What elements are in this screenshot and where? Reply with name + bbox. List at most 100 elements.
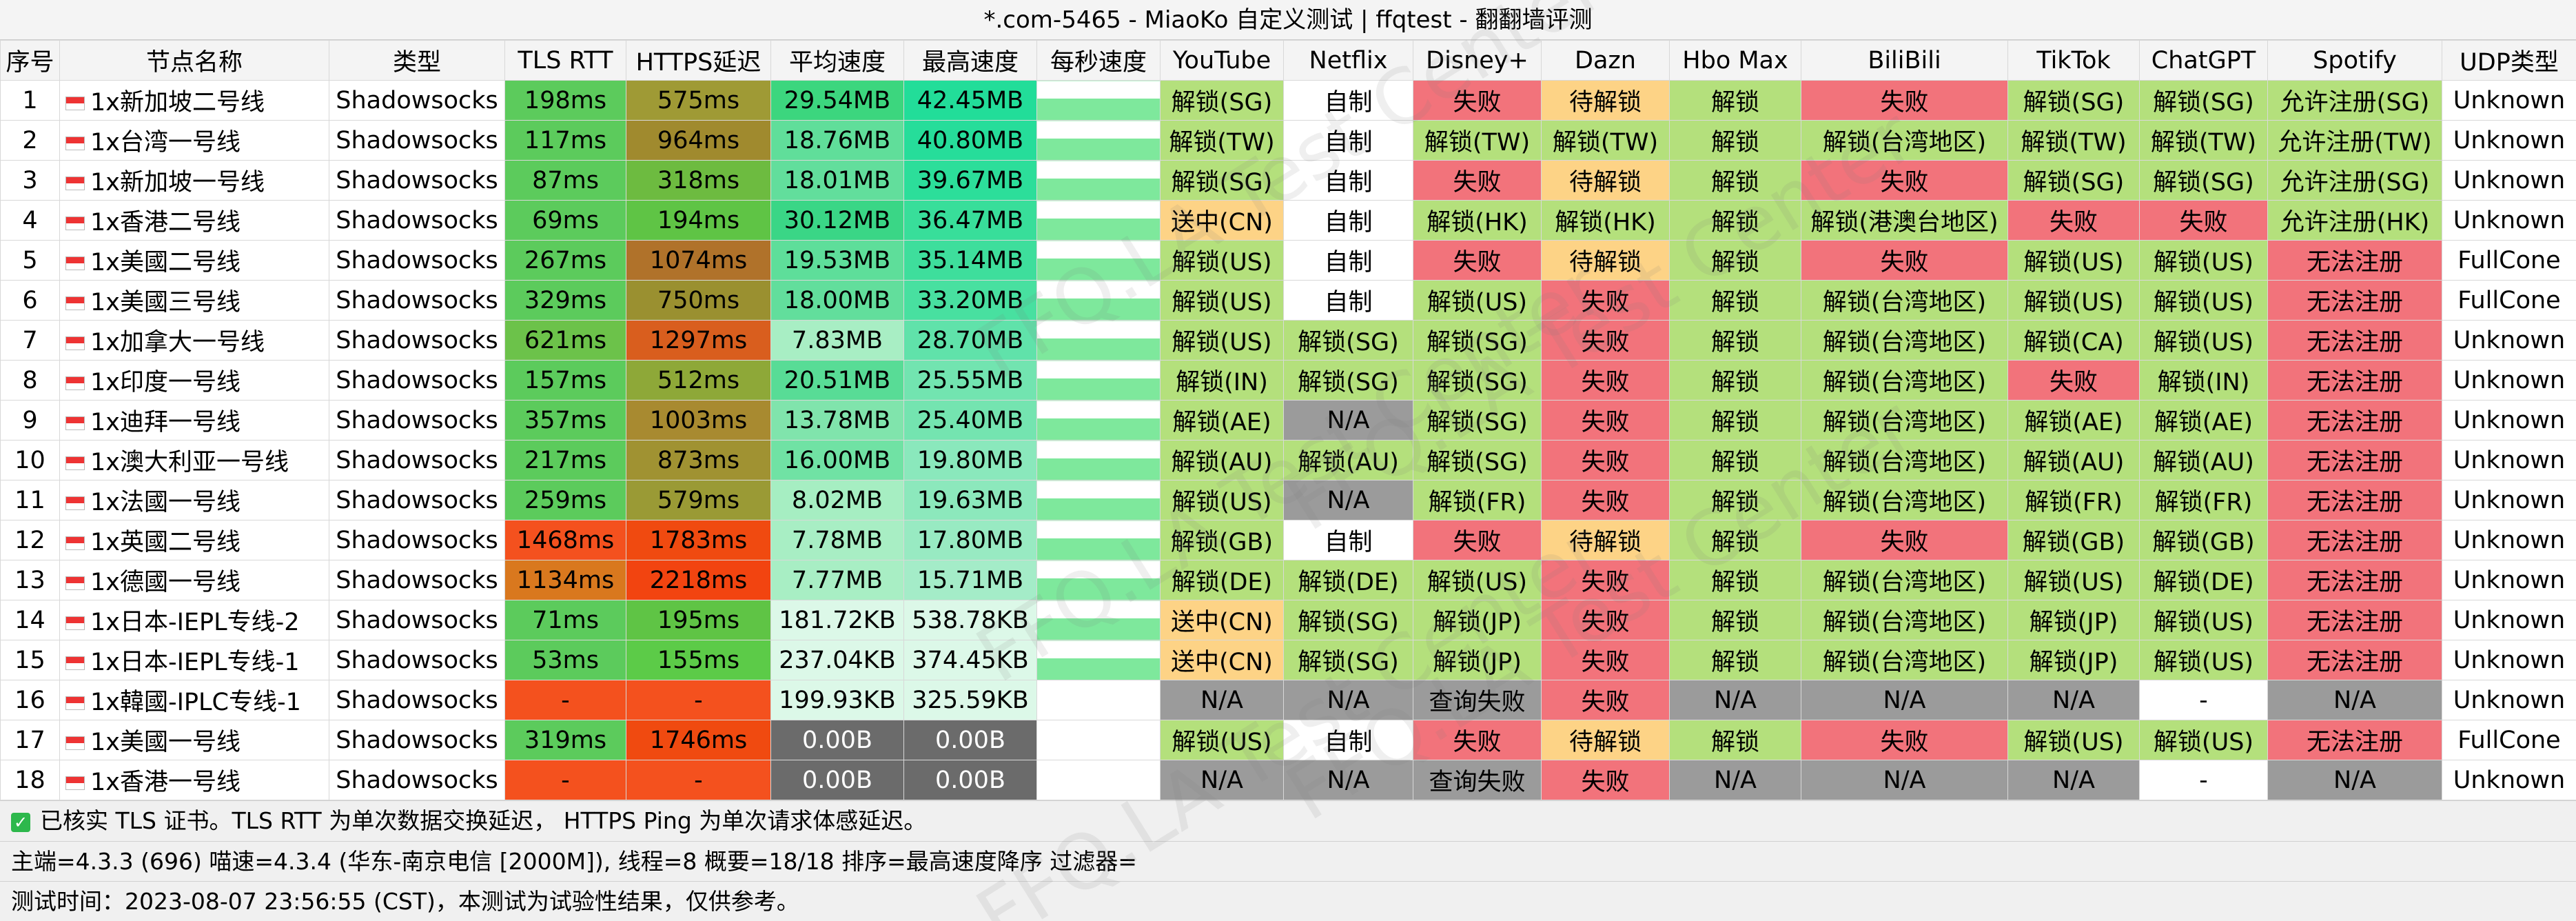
- cell-text: 873ms: [657, 446, 740, 474]
- table-cell: Shadowsocks: [329, 480, 505, 520]
- table-cell: 解锁(AU): [1160, 440, 1284, 480]
- cell-text: 17: [14, 726, 45, 754]
- cell-text: Shadowsocks: [336, 566, 498, 594]
- table-cell: 10: [0, 440, 60, 480]
- cell-text: 失败: [1581, 649, 1630, 676]
- flag-icon: [65, 656, 85, 670]
- cell-text: 374.45KB: [912, 646, 1029, 674]
- cell-text: 失败: [1453, 169, 1502, 196]
- cell-text: Shadowsocks: [336, 166, 498, 194]
- cell-text: 1x德國一号线: [90, 569, 241, 596]
- table-cell: 无法注册: [2267, 480, 2442, 520]
- cell-text: 失败: [1453, 529, 1502, 556]
- cell-text: 357ms: [524, 406, 607, 434]
- table-cell: 失败: [1541, 480, 1670, 520]
- table-cell: 1x德國一号线: [59, 560, 329, 600]
- table-cell: 解锁(FR): [2007, 480, 2140, 520]
- table-cell: 解锁(港澳台地区): [1801, 200, 2008, 241]
- table-cell: 1x日本-IEPL专线-2: [59, 600, 329, 640]
- flag-icon: [65, 736, 85, 750]
- table-cell: N/A: [1283, 680, 1413, 720]
- table-cell: 19.53MB: [770, 240, 904, 281]
- cell-text: Unknown: [2453, 486, 2566, 514]
- table-cell: Unknown: [2442, 440, 2576, 480]
- cell-text: 查询失败: [1429, 769, 1526, 796]
- table-cell: 198ms: [504, 80, 626, 121]
- table-cell: 35.14MB: [903, 240, 1037, 281]
- cell-text: 解锁(SG): [1427, 409, 1528, 436]
- cell-text: 解锁: [1710, 169, 1759, 196]
- speed-sparkline: [1036, 320, 1161, 361]
- table-cell: 解锁(IN): [2139, 360, 2268, 401]
- flag-icon: [65, 296, 85, 310]
- table-cell: 解锁(CA): [2007, 320, 2140, 361]
- table-cell: Unknown: [2442, 200, 2576, 241]
- flag-icon: [65, 336, 85, 350]
- table-cell: 解锁: [1669, 200, 1801, 241]
- table-cell: 待解锁: [1541, 720, 1670, 760]
- table-row: 10 1x澳大利亚一号线 Shadowsocks 217ms 873ms 16.00MB 1…: [0, 440, 2576, 480]
- cell-text: 失败: [1880, 249, 1929, 276]
- table-cell: N/A: [1283, 400, 1413, 441]
- table-cell: 538.78KB: [903, 600, 1037, 640]
- table-row: 11 1x法國一号线 Shadowsocks 259ms 579ms 8.02MB 19.6…: [0, 480, 2576, 520]
- table-cell: 30.12MB: [770, 200, 904, 241]
- cell-text: 解锁(DE): [1298, 569, 1399, 596]
- table-cell: 解锁(台湾地区): [1801, 280, 2008, 321]
- table-cell: N/A: [2007, 760, 2140, 800]
- column-header: HTTPS延迟: [626, 40, 771, 81]
- cell-text: 16.00MB: [784, 446, 891, 474]
- cell-text: Unknown: [2453, 606, 2566, 634]
- table-cell: 解锁(US): [2139, 240, 2268, 281]
- table-cell: 解锁(US): [1160, 280, 1284, 321]
- table-row: 6 1x美國三号线 Shadowsocks 329ms 750ms 18.00MB 33.2…: [0, 280, 2576, 321]
- cell-text: 267ms: [524, 246, 607, 274]
- table-cell: 失败: [1413, 80, 1542, 121]
- table-cell: 7: [0, 320, 60, 361]
- table-cell: 解锁(TW): [2139, 120, 2268, 161]
- cell-text: 1x英國二号线: [90, 529, 241, 556]
- table-cell: 解锁(JP): [1413, 600, 1542, 640]
- cell-text: 解锁(GB): [1170, 529, 1274, 556]
- cell-text: 解锁(TW): [2021, 129, 2127, 156]
- table-row: 1 1x新加坡二号线 Shadowsocks 198ms 575ms 29.54MB 42.…: [0, 80, 2576, 121]
- flag-icon: [65, 256, 85, 270]
- column-header: Dazn: [1541, 40, 1670, 81]
- cell-text: 解锁(HK): [1555, 209, 1656, 236]
- table-cell: 15: [0, 640, 60, 680]
- table-row: 8 1x印度一号线 Shadowsocks 157ms 512ms 20.51MB 25.5…: [0, 360, 2576, 401]
- table-cell: 待解锁: [1541, 520, 1670, 560]
- table-cell: Shadowsocks: [329, 320, 505, 361]
- cell-text: 1x日本-IEPL专线-2: [90, 609, 300, 636]
- cell-text: -: [561, 686, 570, 714]
- cell-text: 失败: [1453, 729, 1502, 756]
- cell-text: 25.40MB: [917, 406, 1024, 434]
- table-row: 5 1x美國二号线 Shadowsocks 267ms 1074ms 19.53MB 35.…: [0, 240, 2576, 281]
- table-cell: 25.40MB: [903, 400, 1037, 441]
- table-cell: 自制: [1283, 280, 1413, 321]
- cell-text: 155ms: [657, 646, 740, 674]
- cell-text: 87ms: [532, 166, 599, 194]
- table-row: 13 1x德國一号线 Shadowsocks 1134ms 2218ms 7.77MB 15…: [0, 560, 2576, 600]
- table-cell: -: [626, 760, 771, 800]
- cell-text: Shadowsocks: [336, 366, 498, 394]
- table-cell: 解锁(DE): [2139, 560, 2268, 600]
- table-cell: 1x美國三号线: [59, 280, 329, 321]
- table-cell: 1x美國二号线: [59, 240, 329, 281]
- cell-text: 解锁: [1710, 569, 1759, 596]
- table-cell: 失败: [2139, 200, 2268, 241]
- column-header: TLS RTT: [504, 40, 626, 81]
- table-cell: 失败: [1801, 520, 2008, 560]
- table-cell: 解锁(SG): [2139, 160, 2268, 201]
- table-cell: 解锁(JP): [1413, 640, 1542, 680]
- cell-text: 1134ms: [516, 566, 615, 594]
- cell-text: 待解锁: [1568, 89, 1642, 117]
- cell-text: 失败: [1581, 609, 1630, 636]
- table-cell: 解锁(SG): [2139, 80, 2268, 121]
- cell-text: 解锁(JP): [2029, 609, 2118, 636]
- table-cell: 解锁(台湾地区): [1801, 360, 2008, 401]
- footer-text: 主端=4.3.3 (696) 喵速=4.3.4 (华东-南京电信 [2000M]…: [11, 847, 1137, 875]
- flag-icon: [65, 136, 85, 150]
- table-cell: 查询失败: [1413, 760, 1542, 800]
- cell-text: 解锁: [1710, 369, 1759, 396]
